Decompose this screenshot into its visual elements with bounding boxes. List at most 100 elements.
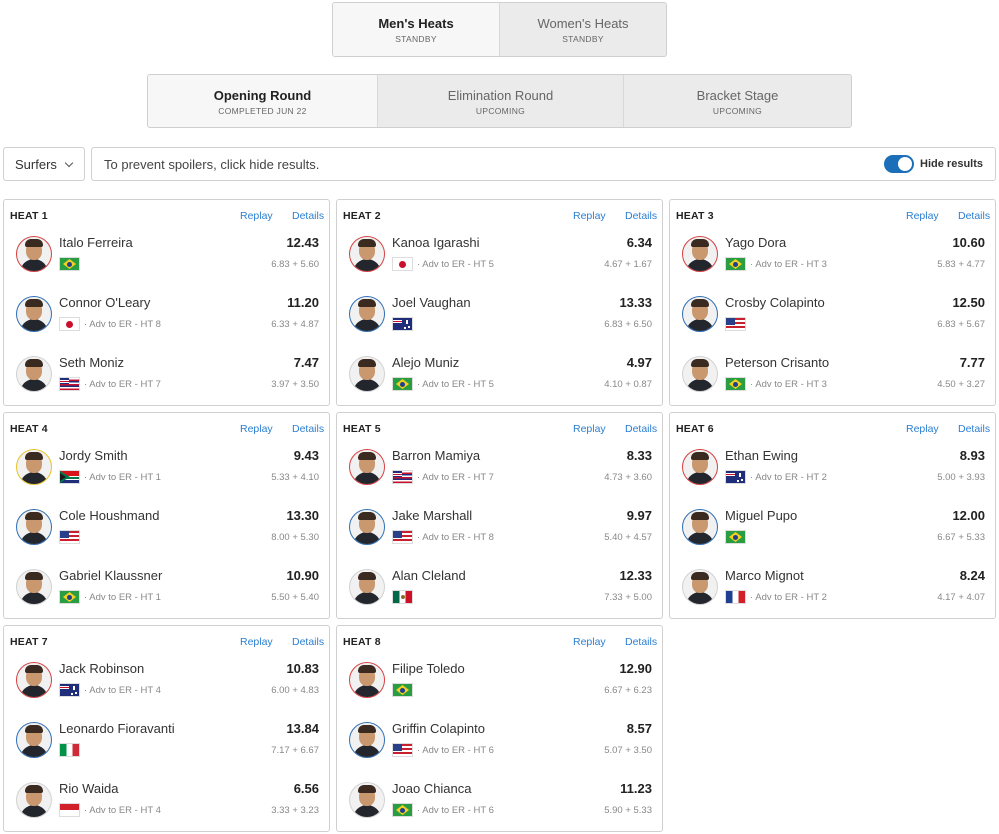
tab-opening-round[interactable]: Opening Round COMPLETED JUN 22: [148, 75, 377, 127]
br-flag-icon: [59, 257, 80, 271]
details-link[interactable]: Details: [292, 210, 325, 222]
replay-link[interactable]: Replay: [240, 210, 273, 222]
wave-scores: 5.07 + 3.50: [604, 745, 652, 756]
surfer-row[interactable]: Yago Dora 10.60 · Adv to ER - HT 3 5.83 + 4…: [670, 230, 995, 290]
toggle-knob: [898, 157, 913, 171]
details-link[interactable]: Details: [625, 636, 658, 648]
surfer-name: Barron Mamiya: [392, 448, 481, 463]
wave-scores: 6.67 + 6.23: [604, 685, 652, 696]
heat-total-score: 6.34: [626, 235, 652, 250]
advance-note: · Adv to ER - HT 2: [750, 472, 827, 483]
au-flag-icon: [725, 470, 746, 484]
wave-scores: 5.40 + 4.57: [604, 532, 652, 543]
surfer-row[interactable]: Crosby Colapinto 12.50 6.83 + 5.67: [670, 290, 995, 350]
surfer-row[interactable]: Jake Marshall 9.97 · Adv to ER - HT 8 5.40 …: [337, 503, 662, 563]
heat-total-score: 8.93: [959, 448, 985, 463]
surfer-row[interactable]: Filipe Toledo 12.90 6.67 + 6.23: [337, 656, 662, 716]
surfer-row[interactable]: Jack Robinson 10.83 · Adv to ER - HT 4 6.00…: [4, 656, 329, 716]
surfer-row[interactable]: Italo Ferreira 12.43 6.83 + 5.60: [4, 230, 329, 290]
heat-header: HEAT 8 Replay Details: [337, 626, 662, 656]
surfer-row[interactable]: Gabriel Klaussner 10.90 · Adv to ER - HT 1…: [4, 563, 329, 623]
tab-bracket-stage[interactable]: Bracket Stage UPCOMING: [623, 75, 851, 127]
surfer-row[interactable]: Alejo Muniz 4.97 · Adv to ER - HT 5 4.10 + …: [337, 350, 662, 410]
surfer-row[interactable]: Rio Waida 6.56 · Adv to ER - HT 4 3.33 + 3.…: [4, 776, 329, 834]
surfer-row[interactable]: Joao Chianca 11.23 · Adv to ER - HT 6 5.90 …: [337, 776, 662, 834]
surfer-row[interactable]: Connor O'Leary 11.20 · Adv to ER - HT 8 6.3…: [4, 290, 329, 350]
replay-link[interactable]: Replay: [573, 210, 606, 222]
details-link[interactable]: Details: [625, 210, 658, 222]
details-link[interactable]: Details: [292, 423, 325, 435]
heat-total-score: 12.33: [619, 568, 652, 583]
tab-status: UPCOMING: [475, 105, 526, 116]
replay-link[interactable]: Replay: [906, 210, 939, 222]
surfer-name: Joel Vaughan: [392, 295, 471, 310]
surfer-row[interactable]: Alan Cleland 12.33 7.33 + 5.00: [337, 563, 662, 623]
tab-elimination-round[interactable]: Elimination Round UPCOMING: [377, 75, 623, 127]
br-flag-icon: [59, 590, 80, 604]
details-link[interactable]: Details: [958, 423, 991, 435]
br-flag-icon: [392, 683, 413, 697]
wave-scores: 6.67 + 5.33: [937, 532, 985, 543]
tab-womens-heats[interactable]: Women's Heats STANDBY: [500, 3, 666, 56]
surfer-row[interactable]: Ethan Ewing 8.93 · Adv to ER - HT 2 5.00 + …: [670, 443, 995, 503]
surfer-name: Leonardo Fioravanti: [59, 721, 175, 736]
details-link[interactable]: Details: [625, 423, 658, 435]
surfer-avatar: [682, 296, 718, 332]
surfer-name: Italo Ferreira: [59, 235, 133, 250]
replay-link[interactable]: Replay: [906, 423, 939, 435]
advance-note: · Adv to ER - HT 5: [417, 379, 494, 390]
heat-header: HEAT 4 Replay Details: [4, 413, 329, 443]
heat-total-score: 10.60: [952, 235, 985, 250]
surfer-name: Peterson Crisanto: [725, 355, 830, 370]
surfer-row[interactable]: Jordy Smith 9.43 · Adv to ER - HT 1 5.33 + …: [4, 443, 329, 503]
heat-total-score: 11.20: [287, 295, 319, 310]
us-flag-icon: [725, 317, 746, 331]
heat-total-score: 4.97: [626, 355, 652, 370]
heat-total-score: 8.24: [959, 568, 985, 583]
surfer-row[interactable]: Seth Moniz 7.47 · Adv to ER - HT 7 3.97 + 3…: [4, 350, 329, 410]
wave-scores: 6.83 + 5.60: [271, 259, 319, 270]
surfer-row[interactable]: Barron Mamiya 8.33 · Adv to ER - HT 7 4.73 …: [337, 443, 662, 503]
surfer-name: Jordy Smith: [59, 448, 128, 463]
advance-note: · Adv to ER - HT 7: [84, 379, 161, 390]
wave-scores: 3.33 + 3.23: [271, 805, 319, 816]
hide-results-toggle[interactable]: [884, 155, 915, 173]
surfer-row[interactable]: Joel Vaughan 13.33 6.83 + 6.50: [337, 290, 662, 350]
tab-label: Elimination Round: [447, 87, 554, 103]
heat-total-score: 9.43: [293, 448, 319, 463]
surfer-avatar: [682, 449, 718, 485]
advance-note: · Adv to ER - HT 3: [750, 379, 827, 390]
advance-note: · Adv to ER - HT 6: [417, 805, 494, 816]
heat-total-score: 7.77: [959, 355, 985, 370]
surfers-dropdown[interactable]: Surfers: [3, 147, 85, 181]
details-link[interactable]: Details: [958, 210, 991, 222]
details-link[interactable]: Details: [292, 636, 325, 648]
tab-status: STANDBY: [562, 34, 604, 44]
wave-scores: 5.33 + 4.10: [271, 472, 319, 483]
surfer-row[interactable]: Marco Mignot 8.24 · Adv to ER - HT 2 4.17 +…: [670, 563, 995, 623]
surfer-name: Seth Moniz: [59, 355, 125, 370]
surfer-row[interactable]: Kanoa Igarashi 6.34 · Adv to ER - HT 5 4.67…: [337, 230, 662, 290]
surfer-row[interactable]: Leonardo Fioravanti 13.84 7.17 + 6.67: [4, 716, 329, 776]
tab-mens-heats[interactable]: Men's Heats STANDBY: [333, 3, 500, 56]
replay-link[interactable]: Replay: [573, 636, 606, 648]
surfer-name: Jack Robinson: [59, 661, 145, 676]
heat-title: HEAT 1: [10, 210, 48, 222]
heat-total-score: 6.56: [293, 781, 319, 796]
replay-link[interactable]: Replay: [240, 423, 273, 435]
us-flag-icon: [59, 530, 80, 544]
hide-results-control: Hide results: [884, 155, 983, 173]
surfer-row[interactable]: Cole Houshmand 13.30 8.00 + 5.30: [4, 503, 329, 563]
surfer-avatar: [16, 509, 52, 545]
surfer-avatar: [16, 569, 52, 605]
surfer-row[interactable]: Miguel Pupo 12.00 6.67 + 5.33: [670, 503, 995, 563]
wave-scores: 4.50 + 3.27: [937, 379, 985, 390]
replay-link[interactable]: Replay: [240, 636, 273, 648]
br-flag-icon: [725, 377, 746, 391]
surfer-row[interactable]: Peterson Crisanto 7.77 · Adv to ER - HT 3 4…: [670, 350, 995, 410]
replay-link[interactable]: Replay: [573, 423, 606, 435]
surfer-row[interactable]: Griffin Colapinto 8.57 · Adv to ER - HT 6 5…: [337, 716, 662, 776]
surfer-avatar: [682, 509, 718, 545]
surfer-name: Joao Chianca: [392, 781, 472, 796]
heat-card: HEAT 3 Replay Details Yago Dora 10.60 · Adv t…: [669, 199, 996, 406]
